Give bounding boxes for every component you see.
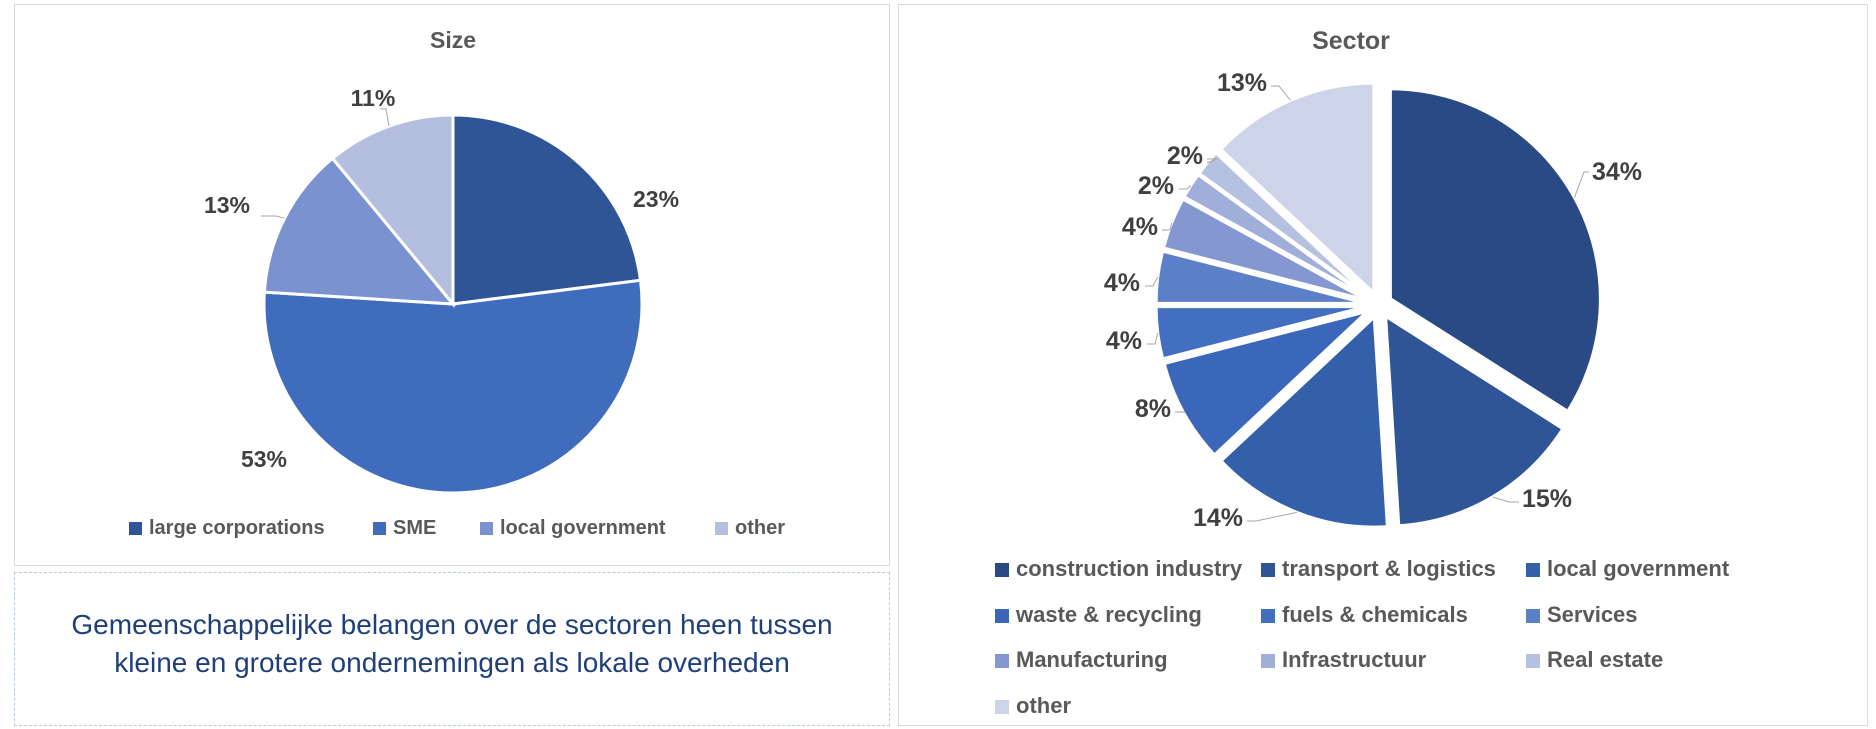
- leader-line: [261, 215, 285, 219]
- data-label-services: 4%: [1104, 269, 1140, 297]
- legend-label-local-government: local government: [500, 517, 666, 539]
- pie-slice-other: [1218, 81, 1376, 297]
- sector-pie-chart: Sector 34% 15% 14% 8% 4% 4% 4% 2%2% 13% constructi…: [995, 27, 1730, 718]
- legend-swatch-infrastructuur: [1261, 654, 1275, 668]
- legend-label-real-estate: Real estate: [1547, 647, 1663, 672]
- legend-label-manufacturing: Manufacturing: [1016, 647, 1168, 672]
- data-label-sme: 53%: [241, 446, 287, 472]
- leader-line: [1573, 171, 1589, 198]
- data-label-other: 11%: [351, 85, 396, 111]
- legend-swatch-manufacturing: [995, 654, 1009, 668]
- pie-slice-local-government: [262, 156, 457, 306]
- pie-slice-large-corporations: [451, 113, 643, 306]
- data-label-other: 13%: [1217, 69, 1267, 97]
- sector-chart-panel: Sector 34% 15% 14% 8% 4% 4% 4% 2% 2% 13% constructi…: [898, 4, 1868, 726]
- legend-swatch-local-government: [480, 522, 493, 535]
- data-label-local-government: 14%: [1193, 504, 1243, 532]
- pie-slice-other: [330, 113, 455, 309]
- data-label-fuels-and-chemicals: 4%: [1106, 327, 1142, 355]
- legend-swatch-fuels-and-chemicals: [1261, 609, 1275, 623]
- legend-label-local-government: local government: [1547, 556, 1730, 581]
- size-pie-chart: Size 23% 53% 13% 11% large corporations SME loc…: [129, 27, 785, 539]
- legend-label-other: other: [1016, 693, 1071, 718]
- caption-line-1: Gemeenschappelijke belangen over de sect…: [71, 609, 833, 640]
- legend-swatch-other: [715, 522, 728, 535]
- legend-label-transport-and-logistics: transport & logistics: [1282, 556, 1496, 581]
- legend-swatch-sme: [373, 522, 386, 535]
- legend-swatch-real-estate: [1526, 654, 1540, 668]
- legend-swatch-other: [995, 700, 1009, 714]
- legend-label-infrastructuur: Infrastructuur: [1282, 647, 1427, 672]
- data-label-waste-and-recycling: 8%: [1135, 395, 1171, 423]
- leader-line: [1271, 85, 1291, 101]
- leader-line: [380, 108, 390, 127]
- legend-label-services: Services: [1547, 602, 1638, 627]
- pie-slice-sme: [262, 278, 644, 495]
- data-label-large-corporations: 23%: [633, 186, 679, 212]
- leader-line: [1206, 158, 1218, 164]
- caption-box: Gemeenschappelijke belangen over de sect…: [14, 572, 890, 726]
- chart-title: Size: [430, 27, 476, 53]
- pie-slice-transport-and-logistics: [1383, 313, 1565, 528]
- leader-line: [1247, 511, 1298, 522]
- legend-label-fuels-and-chemicals: fuels & chemicals: [1282, 602, 1468, 627]
- legend-label-sme: SME: [393, 517, 436, 539]
- size-chart-panel: Size 23% 53% 13% 11% large corporations SME loc…: [14, 4, 890, 566]
- legend-swatch-waste-and-recycling: [995, 609, 1009, 623]
- leader-line: [1162, 222, 1173, 231]
- legend-label-construction-industry: construction industry: [1016, 556, 1243, 581]
- chart-title: Sector: [1312, 27, 1390, 55]
- legend-label-waste-and-recycling: waste & recycling: [1015, 602, 1202, 627]
- data-label-local-government: 13%: [204, 192, 250, 218]
- data-label-real-estate: 2%: [1167, 142, 1203, 170]
- pie-slice-services: [1154, 249, 1367, 305]
- data-label-construction-industry: 34%: [1592, 158, 1642, 186]
- leader-line: [1492, 496, 1519, 503]
- leader-line: [1145, 276, 1159, 287]
- leader-line: [1179, 185, 1192, 190]
- pie-slice-real-estate: [1196, 150, 1371, 298]
- legend-swatch-construction-industry: [995, 563, 1009, 577]
- caption-line-2: kleine en grotere ondernemingen als loka…: [114, 647, 790, 678]
- pie-slice-fuels-and-chemicals: [1154, 305, 1367, 361]
- legend-swatch-local-government: [1526, 563, 1540, 577]
- legend-swatch-large-corporations: [129, 522, 142, 535]
- legend-label-large-corporations: large corporations: [149, 517, 325, 539]
- data-label-manufacturing: 4%: [1122, 213, 1158, 241]
- data-label-infrastructuur: 2%: [1138, 172, 1174, 200]
- legend-swatch-services: [1526, 609, 1540, 623]
- leader-line: [1147, 332, 1159, 345]
- data-label-transport-and-logistics: 15%: [1522, 485, 1572, 513]
- legend-label-other: other: [735, 517, 785, 539]
- legend-swatch-transport-and-logistics: [1261, 563, 1275, 577]
